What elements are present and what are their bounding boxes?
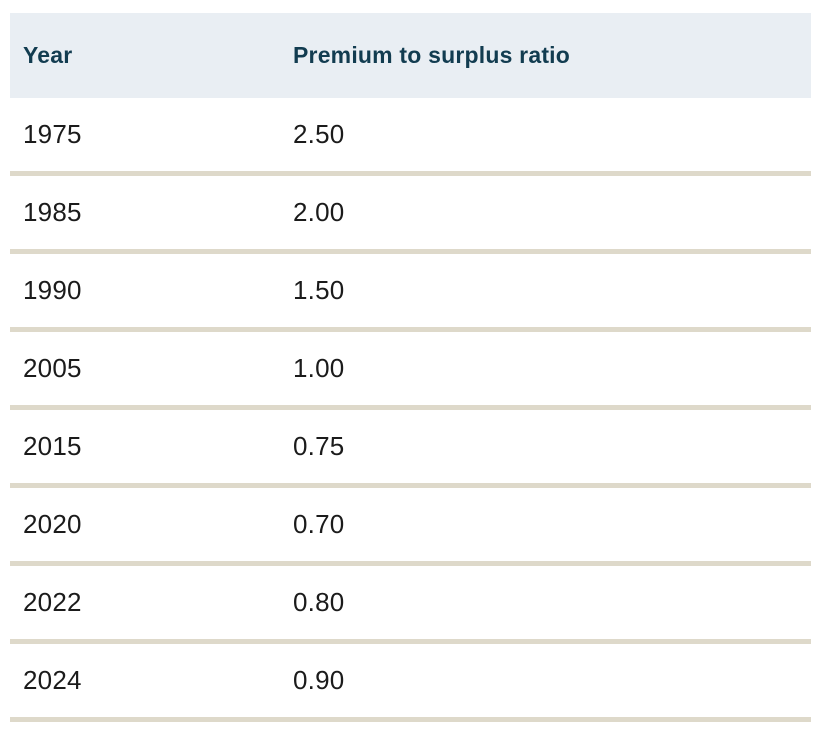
cell-ratio: 1.50	[293, 275, 345, 305]
table-row: 1990 1.50	[10, 254, 811, 332]
column-header-year: Year	[23, 42, 73, 68]
table-row: 1985 2.00	[10, 176, 811, 254]
cell-year: 2020	[23, 509, 82, 539]
table-row: 2024 0.90	[10, 644, 811, 722]
cell-year: 2022	[23, 587, 82, 617]
cell-ratio: 2.50	[293, 119, 345, 149]
premium-to-surplus-table: Year Premium to surplus ratio 1975 2.50 …	[10, 13, 811, 722]
cell-year: 2015	[23, 431, 82, 461]
cell-ratio: 0.80	[293, 587, 345, 617]
cell-year: 1985	[23, 197, 82, 227]
column-header-ratio: Premium to surplus ratio	[293, 42, 571, 68]
table-row: 1975 2.50	[10, 98, 811, 176]
table-row: 2015 0.75	[10, 410, 811, 488]
cell-ratio: 0.90	[293, 665, 345, 695]
table-row: 2020 0.70	[10, 488, 811, 566]
cell-ratio: 0.70	[293, 509, 345, 539]
cell-year: 2005	[23, 353, 82, 383]
table-header-row: Year Premium to surplus ratio	[10, 13, 811, 98]
table-row: 2022 0.80	[10, 566, 811, 644]
cell-year: 1990	[23, 275, 82, 305]
cell-year: 2024	[23, 665, 82, 695]
cell-year: 1975	[23, 119, 82, 149]
table-row: 2005 1.00	[10, 332, 811, 410]
cell-ratio: 2.00	[293, 197, 345, 227]
cell-ratio: 1.00	[293, 353, 345, 383]
cell-ratio: 0.75	[293, 431, 345, 461]
